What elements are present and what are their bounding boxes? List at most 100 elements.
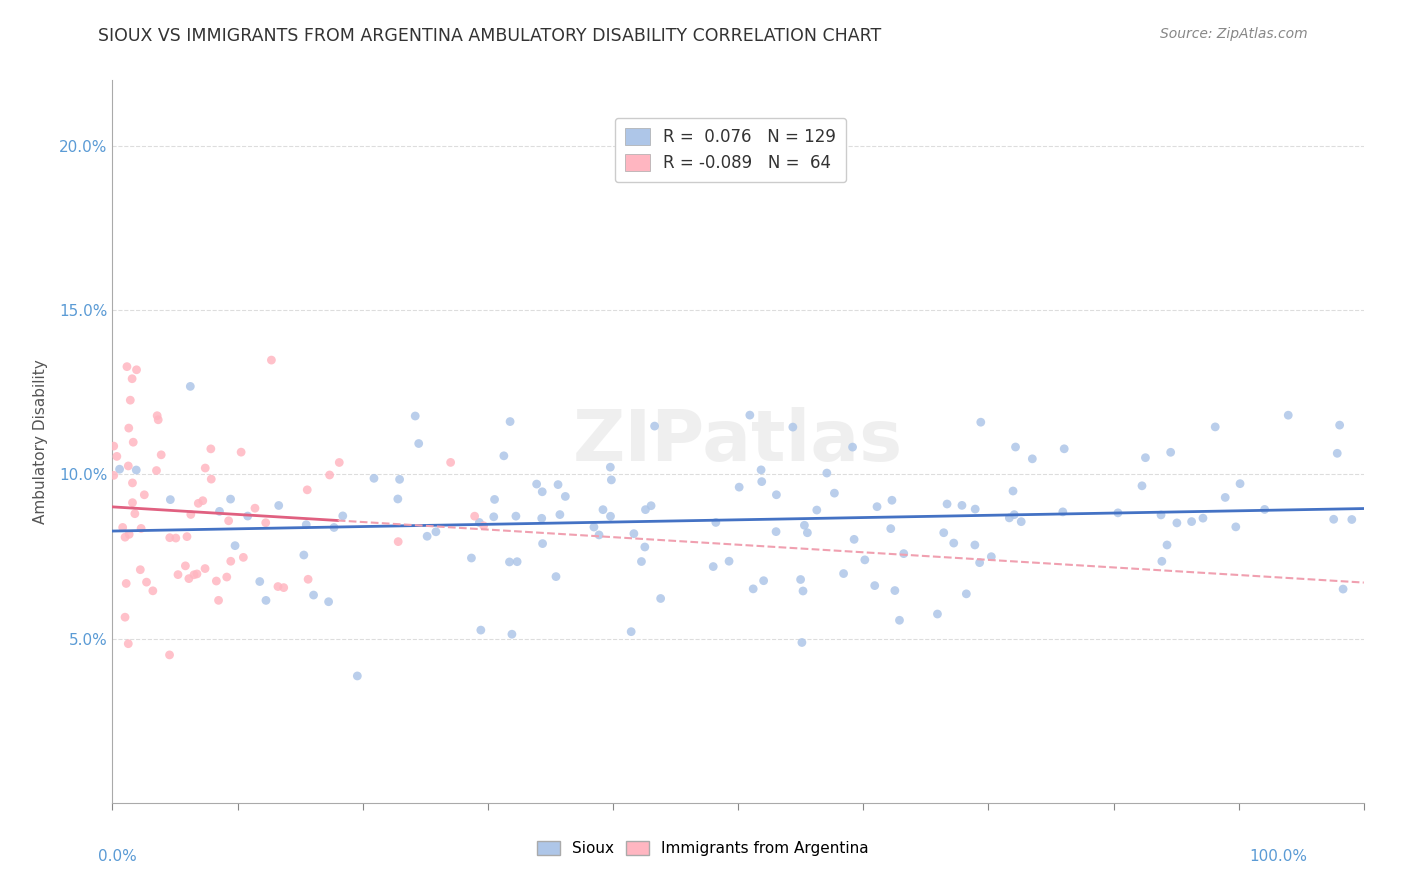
Point [134,488,156,502]
Point [387,534,409,549]
Point [207,593,229,607]
Point [191,493,214,508]
Point [115,359,138,374]
Point [472,518,495,533]
Point [103,468,125,483]
Point [749,463,772,477]
Point [883,583,905,598]
Point [273,581,295,595]
Point [738,408,761,422]
Point [243,501,266,516]
Point [174,558,197,573]
Point [599,460,621,475]
Point [505,509,527,524]
Point [600,473,623,487]
Point [718,554,741,568]
Point [963,538,986,552]
Point [1052,505,1074,519]
Text: 0.0%: 0.0% [98,849,138,863]
Point [464,509,486,524]
Point [179,379,201,393]
Point [121,475,143,490]
Point [260,353,283,368]
Point [1004,440,1026,454]
Point [249,574,271,589]
Point [120,393,142,408]
Point [742,582,765,596]
Point [159,531,181,545]
Text: SIOUX VS IMMIGRANTS FROM ARGENTINA AMBULATORY DISABILITY CORRELATION CHART: SIOUX VS IMMIGRANTS FROM ARGENTINA AMBUL… [98,27,882,45]
Point [547,477,569,491]
Point [118,527,141,541]
Point [346,669,368,683]
Point [853,553,876,567]
Point [439,455,461,469]
Point [751,475,773,489]
Point [121,496,143,510]
Point [229,445,252,459]
Point [1192,511,1215,525]
Point [460,551,482,566]
Point [501,627,523,641]
Point [205,574,228,588]
Point [823,486,845,500]
Point [167,567,190,582]
Point [1002,508,1025,522]
Point [142,583,165,598]
Point [1160,445,1182,459]
Point [889,613,911,627]
Point [114,530,136,544]
Point [499,415,522,429]
Point [135,575,157,590]
Point [408,436,430,450]
Point [194,561,217,575]
Point [927,607,949,621]
Point [323,520,346,534]
Point [115,576,138,591]
Point [159,648,181,662]
Point [297,572,319,586]
Point [146,409,169,423]
Point [117,458,139,473]
Point [792,584,814,599]
Point [1166,516,1188,530]
Text: Source: ZipAtlas.com: Source: ZipAtlas.com [1160,27,1308,41]
Point [186,566,208,581]
Point [866,500,889,514]
Point [1130,479,1153,493]
Point [254,593,277,607]
Point [1150,554,1173,568]
Point [640,499,662,513]
Point [765,524,787,539]
Legend: Sioux, Immigrants from Argentina: Sioux, Immigrants from Argentina [531,835,875,862]
Point [224,539,246,553]
Point [704,516,727,530]
Point [122,435,145,450]
Point [176,530,198,544]
Point [194,461,217,475]
Point [588,528,610,542]
Point [863,579,886,593]
Point [387,491,409,506]
Point [950,499,973,513]
Point [806,503,828,517]
Point [492,449,515,463]
Point [1277,408,1299,422]
Point [1107,506,1129,520]
Point [295,517,318,532]
Point [208,504,231,518]
Point [118,421,141,435]
Point [1225,520,1247,534]
Point [1253,502,1275,516]
Point [125,363,148,377]
Point [1150,508,1173,522]
Point [180,508,202,522]
Point [526,477,548,491]
Point [644,419,666,434]
Point [498,555,520,569]
Point [187,496,209,510]
Point [970,415,993,429]
Legend: R =  0.076   N = 129, R = -0.089   N =  64: R = 0.076 N = 129, R = -0.089 N = 64 [614,118,846,182]
Point [980,549,1002,564]
Point [215,570,238,584]
